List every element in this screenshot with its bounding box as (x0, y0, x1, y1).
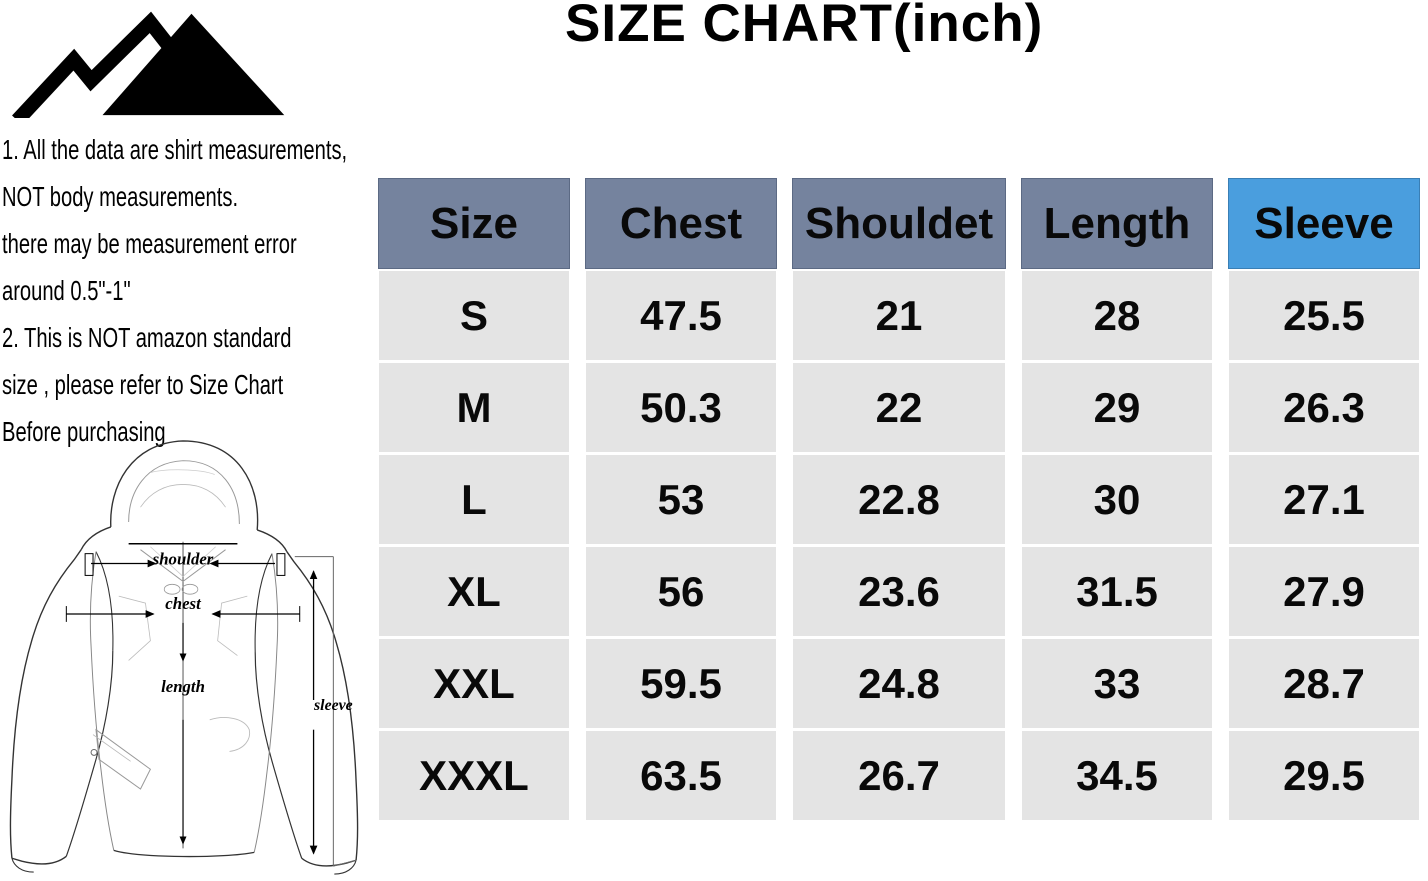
svg-text:shoulder: shoulder (152, 550, 214, 569)
svg-text:length: length (161, 677, 205, 696)
svg-text:sleeve: sleeve (313, 697, 353, 714)
svg-text:chest: chest (165, 594, 202, 613)
